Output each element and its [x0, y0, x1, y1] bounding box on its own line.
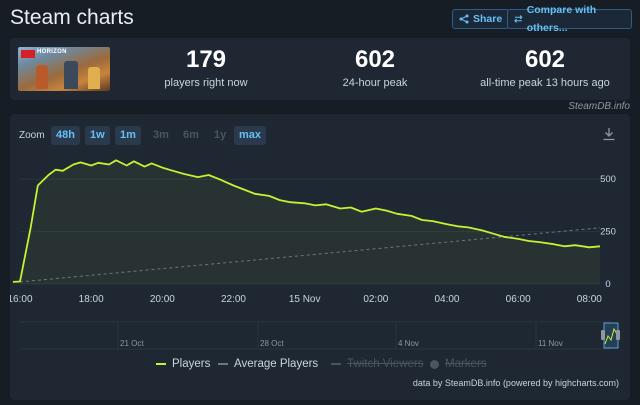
- compare-label: Compare with others...: [526, 4, 597, 34]
- zoom-3m-button: 3m: [153, 129, 169, 141]
- legend-twitch-viewers[interactable]: Twitch Viewers: [331, 358, 423, 370]
- stats-panel: HORIZON 179 players right now 602 24-hou…: [10, 38, 630, 100]
- zoom-max-button[interactable]: max: [234, 126, 267, 145]
- header: Steam charts Share Compare with others..…: [8, 4, 632, 34]
- zoom-1w-button[interactable]: 1w: [85, 126, 110, 145]
- steamdb-credit[interactable]: SteamDB.info: [568, 101, 630, 112]
- y-tick-label: 250: [600, 227, 616, 238]
- player-chart[interactable]: 0 250 500 16:00 18:00 20:00 22:00 15 Nov 02:00 04…: [10, 114, 630, 358]
- navigator-selection[interactable]: [603, 322, 619, 349]
- stat-label: all-time peak 13 hours ago: [480, 77, 610, 89]
- navigator-series: [604, 327, 618, 345]
- character-figure: [64, 61, 78, 89]
- legend-markers[interactable]: Markers: [430, 358, 487, 370]
- share-icon: [459, 14, 469, 24]
- legend-label: Players: [172, 358, 211, 370]
- y-tick-label: 500: [600, 174, 616, 185]
- page-title: Steam charts: [10, 6, 134, 29]
- legend-swatch: [331, 363, 341, 365]
- chart-legend: Players Average Players Twitch Viewers M…: [10, 358, 630, 376]
- zoom-1m-button[interactable]: 1m: [115, 126, 141, 145]
- legend-label: Twitch Viewers: [347, 358, 424, 370]
- game-logo-text: HORIZON: [37, 49, 67, 55]
- character-figure: [36, 65, 48, 89]
- navigator-label: 28 Oct: [260, 339, 284, 348]
- x-tick-label: 18:00: [79, 294, 104, 305]
- x-tick-label: 22:00: [221, 294, 246, 305]
- average-players-line[interactable]: [19, 227, 601, 283]
- character-figure: [88, 67, 100, 89]
- x-tick-label: 04:00: [434, 294, 459, 305]
- data-credit[interactable]: data by SteamDB.info (powered by highcha…: [412, 378, 619, 388]
- stat-value: 602: [524, 46, 566, 73]
- share-label: Share: [473, 13, 503, 25]
- x-tick-label: 02:00: [363, 294, 388, 305]
- navigator-label: 11 Nov: [538, 339, 563, 348]
- stat-label: players right now: [164, 77, 248, 89]
- x-tick-label: 16:00: [10, 294, 33, 305]
- download-icon[interactable]: [602, 127, 616, 141]
- stat-current-players: 179 players right now: [146, 46, 266, 89]
- compare-button[interactable]: Compare with others...: [507, 4, 632, 34]
- chart-panel: Zoom 48h 1w 1m 3m 6m 1y max 0 250 500 16:00…: [10, 114, 630, 400]
- stat-label: 24-hour peak: [342, 77, 408, 89]
- stat-value: 179: [185, 46, 227, 73]
- zoom-label: Zoom: [19, 130, 45, 141]
- x-tick-label: 08:00: [577, 294, 602, 305]
- y-tick-label: 0: [605, 279, 610, 290]
- game-thumbnail[interactable]: HORIZON: [18, 47, 110, 91]
- x-tick-label: 06:00: [506, 294, 531, 305]
- navigator-label: 4 Nov: [398, 339, 419, 348]
- navigator-label: 21 Oct: [120, 339, 144, 348]
- stat-24h-peak: 602 24-hour peak: [315, 46, 435, 89]
- legend-label: Markers: [445, 358, 487, 370]
- zoom-6m-button: 6m: [183, 129, 199, 141]
- markers-dot-icon: [430, 359, 439, 369]
- stat-all-time-peak: 602 all-time peak 13 hours ago: [465, 46, 625, 89]
- legend-players[interactable]: Players: [156, 358, 210, 370]
- legend-swatch: [218, 363, 228, 365]
- stat-value: 602: [354, 46, 396, 73]
- legend-swatch: [156, 363, 166, 365]
- zoom-48h-button[interactable]: 48h: [51, 126, 80, 145]
- legend-label: Average Players: [234, 358, 319, 370]
- lego-logo: [21, 50, 35, 58]
- zoom-1y-button: 1y: [214, 129, 227, 141]
- legend-average-players[interactable]: Average Players: [218, 358, 318, 370]
- share-button[interactable]: Share: [452, 9, 510, 29]
- players-line[interactable]: [12, 159, 601, 283]
- x-tick-label: 15 Nov: [289, 294, 321, 305]
- x-tick-label: 20:00: [150, 294, 175, 305]
- navigator-handle-right[interactable]: [616, 330, 620, 340]
- compare-icon: [514, 15, 523, 23]
- navigator-handle-left[interactable]: [601, 330, 605, 340]
- players-area: [12, 160, 600, 284]
